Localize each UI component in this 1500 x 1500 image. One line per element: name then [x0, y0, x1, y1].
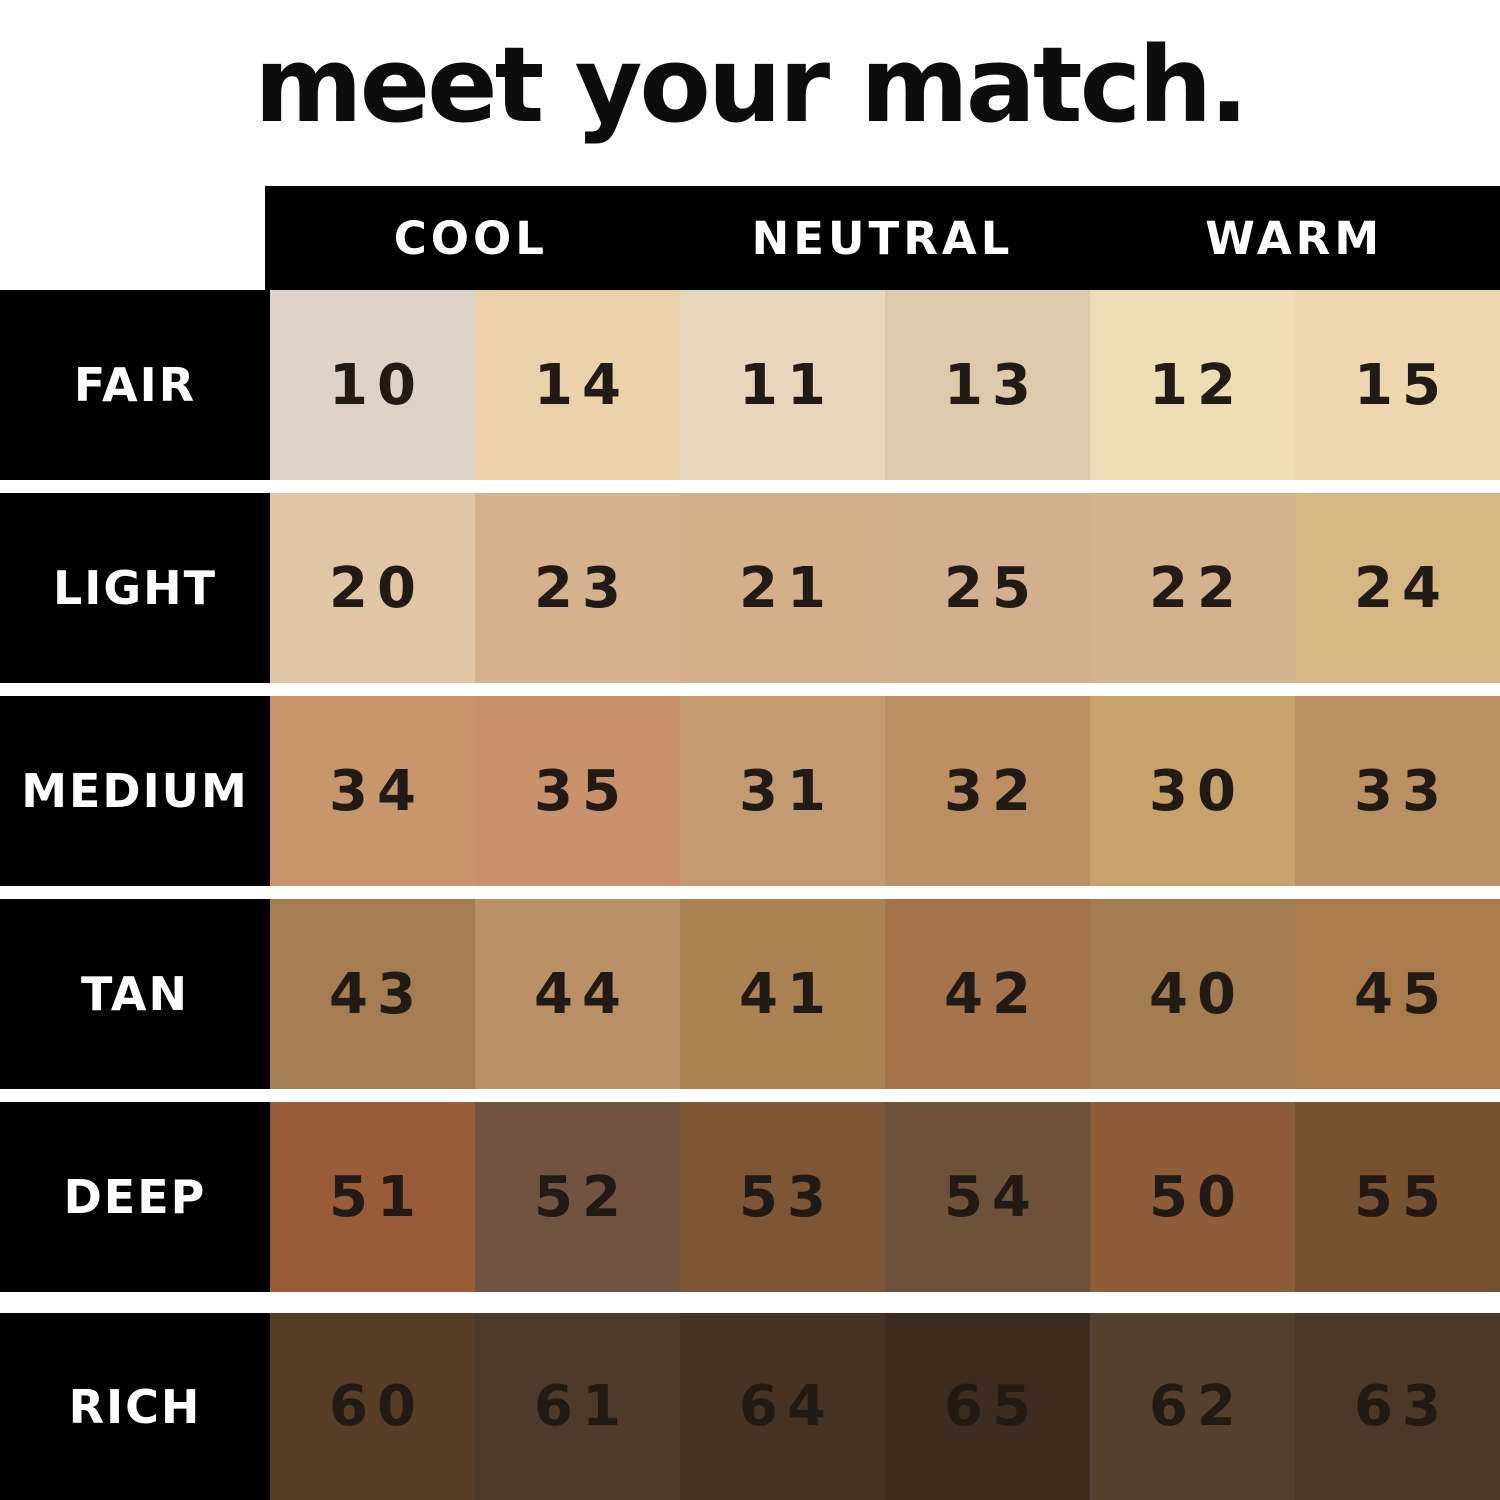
shade-swatch: 63 [1295, 1313, 1500, 1500]
shade-row-fair: FAIR 10 14 11 13 12 15 [0, 290, 1500, 480]
shade-swatch: 52 [475, 1102, 680, 1292]
shade-swatch: 12 [1090, 290, 1295, 480]
shade-swatch: 62 [1090, 1313, 1295, 1500]
shade-swatch: 31 [680, 696, 885, 886]
column-header-warm: WARM [1205, 211, 1384, 265]
shade-number: 31 [739, 758, 835, 824]
row-label-fair: FAIR [0, 290, 270, 480]
shade-number: 10 [329, 352, 425, 418]
shade-swatch: 10 [270, 290, 475, 480]
shade-number: 13 [944, 352, 1040, 418]
shade-number: 63 [1354, 1374, 1450, 1439]
shade-swatch: 42 [885, 899, 1090, 1089]
shade-swatch: 21 [680, 493, 885, 683]
shade-number: 32 [944, 758, 1040, 824]
shade-number: 64 [739, 1374, 835, 1439]
shade-swatch: 54 [885, 1102, 1090, 1292]
shade-number: 45 [1354, 961, 1450, 1027]
shade-swatch: 30 [1090, 696, 1295, 886]
shade-swatch: 64 [680, 1313, 885, 1500]
shade-number: 41 [739, 961, 835, 1027]
shade-row-medium: MEDIUM 34 35 31 32 30 33 [0, 696, 1500, 886]
shade-swatch: 24 [1295, 493, 1500, 683]
undertone-header-bar: COOL NEUTRAL WARM [265, 186, 1500, 290]
shade-number: 15 [1354, 352, 1450, 418]
shade-number: 44 [534, 961, 630, 1027]
shade-number: 40 [1149, 961, 1245, 1027]
column-header-neutral: NEUTRAL [751, 211, 1014, 265]
shade-number: 23 [534, 555, 630, 621]
shade-swatch: 40 [1090, 899, 1295, 1089]
shade-number: 21 [739, 555, 835, 621]
shade-number: 22 [1149, 555, 1245, 621]
shade-number: 60 [329, 1374, 425, 1439]
shade-swatch: 61 [475, 1313, 680, 1500]
shade-row-rich: RICH 60 61 64 65 62 63 [0, 1313, 1500, 1500]
shade-swatch: 60 [270, 1313, 475, 1500]
shade-swatch: 14 [475, 290, 680, 480]
shade-number: 42 [944, 961, 1040, 1027]
shade-number: 43 [329, 961, 425, 1027]
shade-number: 14 [534, 352, 630, 418]
shade-swatch: 34 [270, 696, 475, 886]
row-label-light: LIGHT [0, 493, 270, 683]
shade-number: 25 [944, 555, 1040, 621]
shade-row-tan: TAN 43 44 41 42 40 45 [0, 899, 1500, 1089]
shade-swatch: 41 [680, 899, 885, 1089]
shade-swatch: 44 [475, 899, 680, 1089]
shade-swatch: 33 [1295, 696, 1500, 886]
shade-number: 54 [944, 1164, 1040, 1230]
shade-swatch: 25 [885, 493, 1090, 683]
shade-swatch: 53 [680, 1102, 885, 1292]
row-label-tan: TAN [0, 899, 270, 1089]
shade-swatch: 15 [1295, 290, 1500, 480]
row-label-medium: MEDIUM [0, 696, 270, 886]
shade-number: 35 [534, 758, 630, 824]
shade-number: 20 [329, 555, 425, 621]
shade-swatch: 13 [885, 290, 1090, 480]
shade-swatch: 22 [1090, 493, 1295, 683]
shade-number: 53 [739, 1164, 835, 1230]
column-header-cool: COOL [393, 211, 548, 265]
shade-number: 52 [534, 1164, 630, 1230]
row-label-rich: RICH [0, 1313, 270, 1500]
shade-number: 61 [534, 1374, 630, 1439]
shade-swatch: 32 [885, 696, 1090, 886]
shade-number: 12 [1149, 352, 1245, 418]
shade-row-light: LIGHT 20 23 21 25 22 24 [0, 493, 1500, 683]
shade-number: 34 [329, 758, 425, 824]
shade-swatch: 23 [475, 493, 680, 683]
shade-row-deep: DEEP 51 52 53 54 50 55 [0, 1102, 1500, 1292]
shade-number: 62 [1149, 1374, 1245, 1439]
shade-number: 51 [329, 1164, 425, 1230]
shade-number: 30 [1149, 758, 1245, 824]
shade-number: 55 [1354, 1164, 1450, 1230]
shade-swatch: 51 [270, 1102, 475, 1292]
shade-number: 11 [739, 352, 835, 418]
shade-number: 24 [1354, 555, 1450, 621]
shade-swatch: 43 [270, 899, 475, 1089]
page-title: meet your match. [254, 24, 1249, 146]
shade-swatch: 50 [1090, 1102, 1295, 1292]
row-label-deep: DEEP [0, 1102, 270, 1292]
shade-swatch: 20 [270, 493, 475, 683]
shade-swatch: 35 [475, 696, 680, 886]
shade-number: 33 [1354, 758, 1450, 824]
shade-number: 65 [944, 1374, 1040, 1439]
shade-swatch: 45 [1295, 899, 1500, 1089]
shade-swatch: 55 [1295, 1102, 1500, 1292]
shade-number: 50 [1149, 1164, 1245, 1230]
shade-swatch: 11 [680, 290, 885, 480]
shade-swatch: 65 [885, 1313, 1090, 1500]
